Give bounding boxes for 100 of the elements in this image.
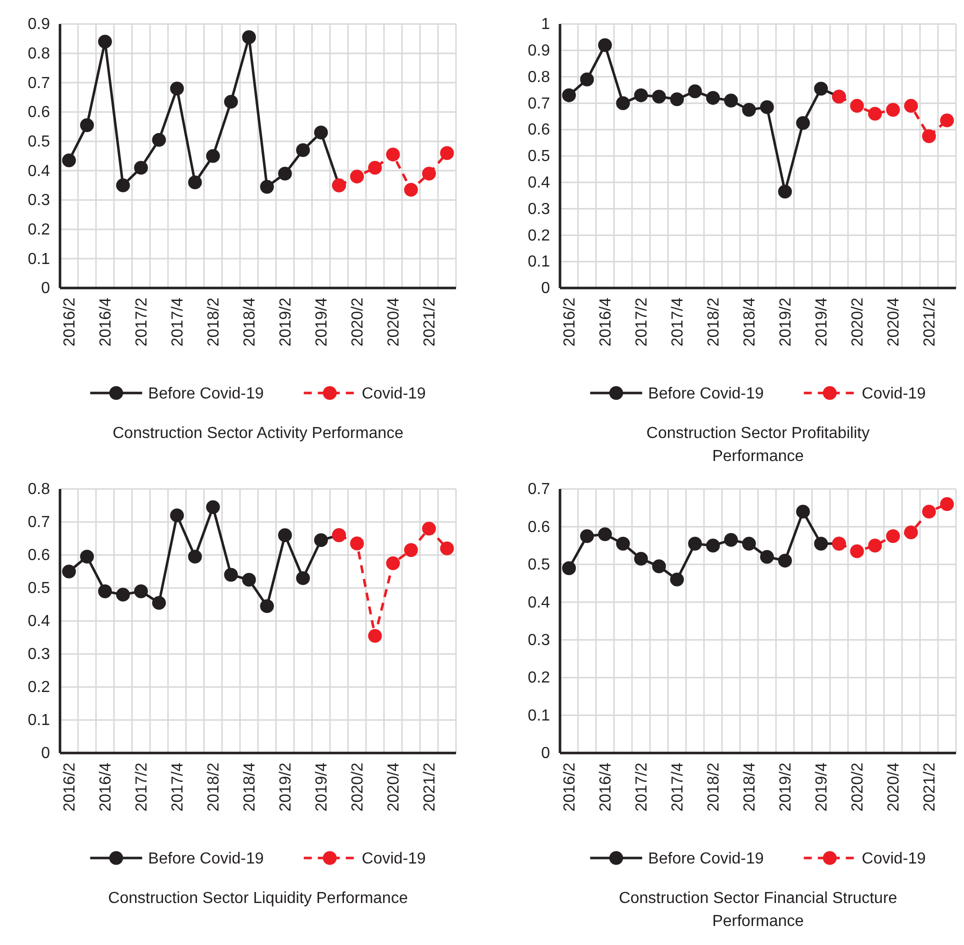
- point: [296, 143, 310, 158]
- y-tick-label: 0: [541, 745, 550, 762]
- x-tick-label: 2017/4: [670, 298, 687, 347]
- y-tick-label: 0.7: [528, 95, 550, 112]
- point: [440, 542, 454, 556]
- point: [440, 146, 454, 160]
- y-tick-label: 0.7: [28, 514, 50, 532]
- x-tick-label: 2018/2: [706, 762, 723, 812]
- point: [922, 504, 936, 519]
- legend-label: Before Covid-19: [148, 386, 264, 403]
- y-tick-label: 0.1: [28, 712, 50, 730]
- point: [724, 94, 738, 108]
- point: [206, 149, 220, 163]
- point: [368, 628, 382, 643]
- point: [814, 82, 828, 96]
- x-tick-label: 2016/4: [98, 298, 115, 347]
- point: [62, 564, 76, 578]
- x-tick-label: 2016/4: [98, 762, 115, 812]
- y-tick-label: 0.2: [528, 227, 550, 244]
- point: [940, 113, 954, 128]
- point: [904, 525, 918, 540]
- point: [242, 30, 256, 44]
- point: [350, 170, 364, 184]
- y-tick-label: 0.7: [28, 74, 50, 92]
- legend-label: Before Covid-19: [648, 386, 764, 403]
- y-tick-label: 0.3: [28, 646, 50, 664]
- x-tick-label: 2021/2: [422, 298, 439, 347]
- point: [670, 572, 684, 586]
- x-tick-label: 2019/2: [778, 298, 795, 347]
- x-tick-label: 2017/4: [170, 762, 187, 812]
- point: [62, 154, 76, 168]
- x-tick-label: 2016/2: [562, 762, 579, 812]
- point: [868, 106, 882, 121]
- x-tick-label: 2018/4: [242, 298, 259, 347]
- y-tick-label: 0.4: [28, 613, 50, 630]
- x-tick-label: 2017/2: [634, 762, 651, 812]
- y-tick-label: 0.6: [528, 122, 550, 139]
- x-tick-label: 2020/2: [850, 762, 867, 812]
- point: [868, 538, 882, 552]
- point: [242, 572, 256, 587]
- y-tick-label: 0.4: [528, 174, 550, 192]
- y-tick-label: 0.3: [528, 632, 550, 649]
- x-tick-label: 2020/2: [350, 298, 367, 347]
- legend-label: Before Covid-19: [648, 850, 764, 868]
- point: [422, 166, 436, 180]
- x-tick-label: 2018/2: [706, 298, 723, 347]
- point: [134, 584, 148, 598]
- point: [350, 536, 364, 550]
- point: [922, 129, 936, 144]
- x-tick-label: 2020/4: [886, 298, 903, 347]
- point: [386, 148, 400, 162]
- y-tick-label: 0.8: [28, 481, 50, 498]
- y-tick-label: 0.8: [28, 45, 50, 62]
- point: [940, 497, 954, 511]
- point: [742, 536, 756, 551]
- y-tick-label: 0.2: [528, 670, 550, 687]
- point: [796, 504, 810, 519]
- point: [260, 599, 274, 614]
- y-tick-label: 0.5: [28, 580, 50, 598]
- y-tick-label: 0.9: [528, 42, 550, 60]
- point: [598, 527, 612, 542]
- point: [278, 166, 292, 180]
- point: [688, 84, 702, 98]
- x-tick-label: 2017/4: [670, 762, 687, 812]
- point: [368, 160, 382, 175]
- point: [170, 82, 184, 96]
- y-tick-label: 0.3: [28, 192, 50, 210]
- point: [760, 550, 774, 564]
- point: [170, 508, 184, 522]
- point: [760, 100, 774, 114]
- legend-label: Covid-19: [862, 386, 926, 403]
- y-tick-label: 0.1: [28, 250, 50, 268]
- point: [116, 178, 130, 192]
- point: [562, 561, 576, 576]
- point: [814, 536, 828, 551]
- point: [386, 556, 400, 570]
- y-tick-label: 0.6: [28, 547, 50, 564]
- text: Construction Sector Financial Structure Performance: [618, 890, 898, 930]
- point: [562, 88, 576, 102]
- y-tick-label: 0.8: [528, 68, 550, 86]
- y-tick-label: 0.1: [528, 254, 550, 271]
- y-tick-label: 0.5: [528, 148, 550, 166]
- legend-label: Covid-19: [362, 850, 426, 868]
- point: [616, 536, 630, 551]
- y-tick-label: 0: [41, 745, 50, 762]
- x-tick-label: 2016/2: [62, 762, 79, 812]
- point: [688, 536, 702, 551]
- y-tick-label: 0.9: [28, 16, 50, 34]
- point: [778, 184, 792, 199]
- point: [634, 88, 648, 102]
- point: [706, 91, 720, 105]
- point: [98, 584, 112, 598]
- legend-label: Covid-19: [862, 850, 926, 868]
- x-tick-label: 2018/4: [242, 762, 259, 812]
- x-tick-label: 2021/2: [922, 762, 939, 812]
- x-tick-label: 2021/2: [922, 298, 939, 347]
- point: [260, 180, 274, 194]
- x-tick-label: 2018/2: [206, 298, 223, 347]
- point: [796, 116, 810, 130]
- point: [80, 118, 94, 132]
